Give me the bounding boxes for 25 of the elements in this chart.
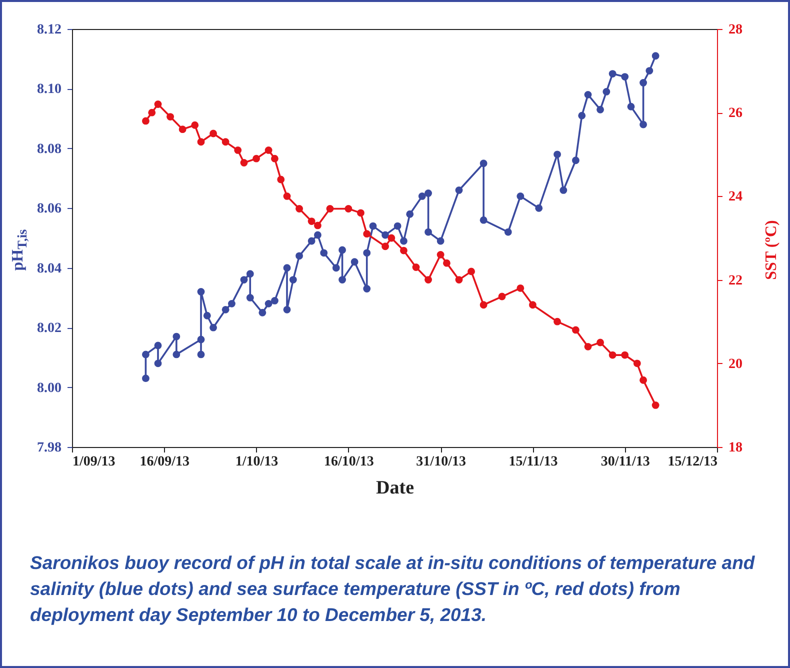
y-tick-label: 8.12: [37, 22, 62, 38]
y-tick-label: 7.98: [37, 440, 62, 456]
x-tick-label: 15/11/13: [508, 454, 558, 470]
y2-tick-label: 28: [728, 22, 742, 38]
x-tick-label: 1/10/13: [235, 454, 278, 470]
y2-tick-label: 22: [728, 273, 742, 288]
y2-axis-title: SST (ºC): [763, 220, 781, 280]
text: Saronikos buoy record of pH in total scale at in-situ conditions of temperature and salinity (blue dots) and sea surface temperature (SST in ºC, red dots) from deployment day September 10 to December 5, 2013.: [30, 551, 756, 627]
x-tick-label: 31/10/13: [416, 454, 466, 470]
y2-tick-label: 18: [728, 440, 742, 456]
x-tick-label: 30/11/13: [600, 454, 650, 470]
y-tick-label: 8.08: [37, 142, 62, 157]
y-tick-label: 8.10: [37, 82, 62, 98]
y2-tick-label: 26: [728, 106, 742, 122]
x-tick-label: 1/09/13: [72, 454, 116, 470]
x-tick-label: 16/10/13: [324, 454, 374, 470]
x-tick-label: 15/12/13: [668, 454, 718, 470]
y2-tick-label: 20: [728, 356, 742, 372]
y-tick-label: 8.02: [37, 321, 62, 336]
y-tick-label: 8.04: [37, 261, 62, 276]
x-tick-label: 16/09/13: [140, 454, 190, 470]
y-tick-label: 8.06: [37, 202, 62, 217]
y-tick-label: 8.00: [37, 380, 62, 396]
x-axis-title: Date: [376, 478, 414, 498]
y2-tick-label: 24: [728, 190, 742, 205]
